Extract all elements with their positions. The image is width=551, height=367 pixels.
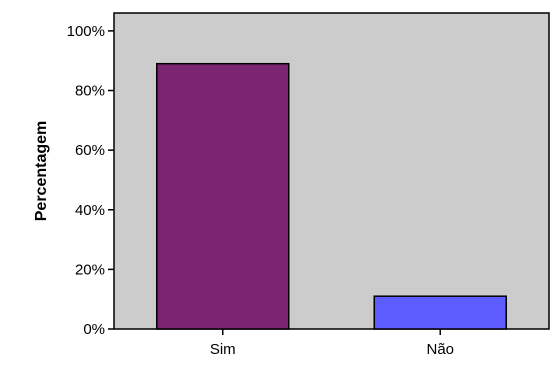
y-axis: 0% 20% 40% 60% 80% 100% xyxy=(67,23,114,338)
bars xyxy=(156,62,507,330)
y-tick-label: 100% xyxy=(67,23,105,40)
y-tick-label: 80% xyxy=(75,83,105,100)
x-tick-label: Sim xyxy=(210,341,236,358)
y-tick-label: 20% xyxy=(75,261,105,278)
bar-sim xyxy=(156,62,290,330)
y-tick-label: 0% xyxy=(83,321,105,338)
x-tick-label: Não xyxy=(426,341,454,358)
x-axis: Sim Não xyxy=(210,329,454,358)
bar-nao xyxy=(373,295,507,330)
y-tick-label: 60% xyxy=(75,142,105,159)
y-tick-label: 40% xyxy=(75,202,105,219)
y-axis-title: Percentagem xyxy=(33,121,50,222)
